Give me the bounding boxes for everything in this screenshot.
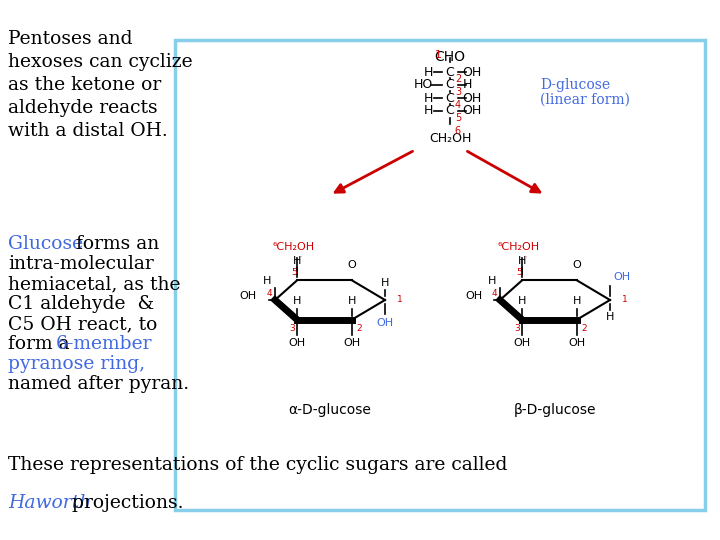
Text: OH: OH [240,292,257,301]
Text: C1 aldehyde  &: C1 aldehyde & [8,295,154,313]
Text: 2: 2 [455,74,462,84]
Text: OH: OH [465,292,482,301]
Text: CH₂OH: CH₂OH [429,132,471,145]
Text: 5: 5 [292,268,297,277]
Text: H: H [348,296,356,306]
Text: 6-member: 6-member [56,335,153,353]
Text: 3: 3 [289,323,295,333]
Text: C: C [446,91,454,105]
Text: OH: OH [462,105,482,118]
Text: H: H [606,312,614,322]
Text: hemiacetal, as the: hemiacetal, as the [8,275,181,293]
Text: projections.: projections. [66,494,184,512]
Text: 1: 1 [397,295,402,305]
Text: form a: form a [8,335,76,353]
Text: CHO: CHO [434,50,466,64]
Text: 5: 5 [516,268,522,277]
Text: These representations of the cyclic sugars are called: These representations of the cyclic suga… [8,456,508,495]
Text: C: C [446,65,454,78]
Text: HO: HO [413,78,433,91]
Text: 1: 1 [622,295,628,305]
Text: α-D-glucose: α-D-glucose [289,403,372,417]
Text: OH: OH [568,338,585,348]
Text: D-glucose: D-glucose [540,78,610,92]
Text: 4: 4 [455,100,461,110]
Text: Haworth: Haworth [8,494,91,512]
Text: 4: 4 [492,289,498,299]
Text: OH: OH [462,65,482,78]
Text: H: H [293,296,301,306]
Text: H: H [462,78,472,91]
Text: pyranose ring,: pyranose ring, [8,355,145,373]
Text: OH: OH [613,272,631,282]
Text: O: O [348,260,356,271]
Text: Glucose: Glucose [8,235,83,253]
Text: (linear form): (linear form) [540,93,630,107]
Text: OH: OH [513,338,531,348]
Text: C5 OH react, to: C5 OH react, to [8,315,158,333]
Text: Pentoses and
hexoses can cyclize
as the ketone or
aldehyde reacts
with a distal : Pentoses and hexoses can cyclize as the … [8,30,193,140]
FancyBboxPatch shape [175,40,705,510]
Text: ⁶CH₂OH: ⁶CH₂OH [272,241,315,252]
Text: β-D-glucose: β-D-glucose [514,403,596,417]
Text: H: H [423,105,433,118]
Text: 3: 3 [514,323,520,333]
Text: OH: OH [343,338,361,348]
Text: OH: OH [377,318,394,328]
Text: C: C [446,78,454,91]
Text: H: H [423,65,433,78]
Text: ⁶CH₂OH: ⁶CH₂OH [498,241,539,252]
Text: H: H [573,296,581,306]
Text: intra-molecular: intra-molecular [8,255,154,273]
Text: 6: 6 [301,256,302,258]
Text: H: H [293,256,301,266]
Text: forms an: forms an [70,235,159,253]
Text: 5: 5 [455,113,462,123]
Text: 2: 2 [356,323,361,333]
Text: H: H [518,296,526,306]
Text: H: H [518,256,526,266]
Text: H: H [263,275,271,286]
Text: 4: 4 [267,289,273,299]
Text: 2: 2 [581,323,587,333]
Text: OH: OH [289,338,305,348]
Text: 6: 6 [454,126,460,136]
Text: H: H [381,278,390,288]
Text: named after pyran.: named after pyran. [8,375,189,393]
Text: H: H [488,275,496,286]
Text: 3: 3 [455,87,461,97]
Text: H: H [423,91,433,105]
Text: O: O [572,260,581,271]
Text: OH: OH [462,91,482,105]
Text: C: C [446,105,454,118]
Text: 1: 1 [435,50,442,60]
